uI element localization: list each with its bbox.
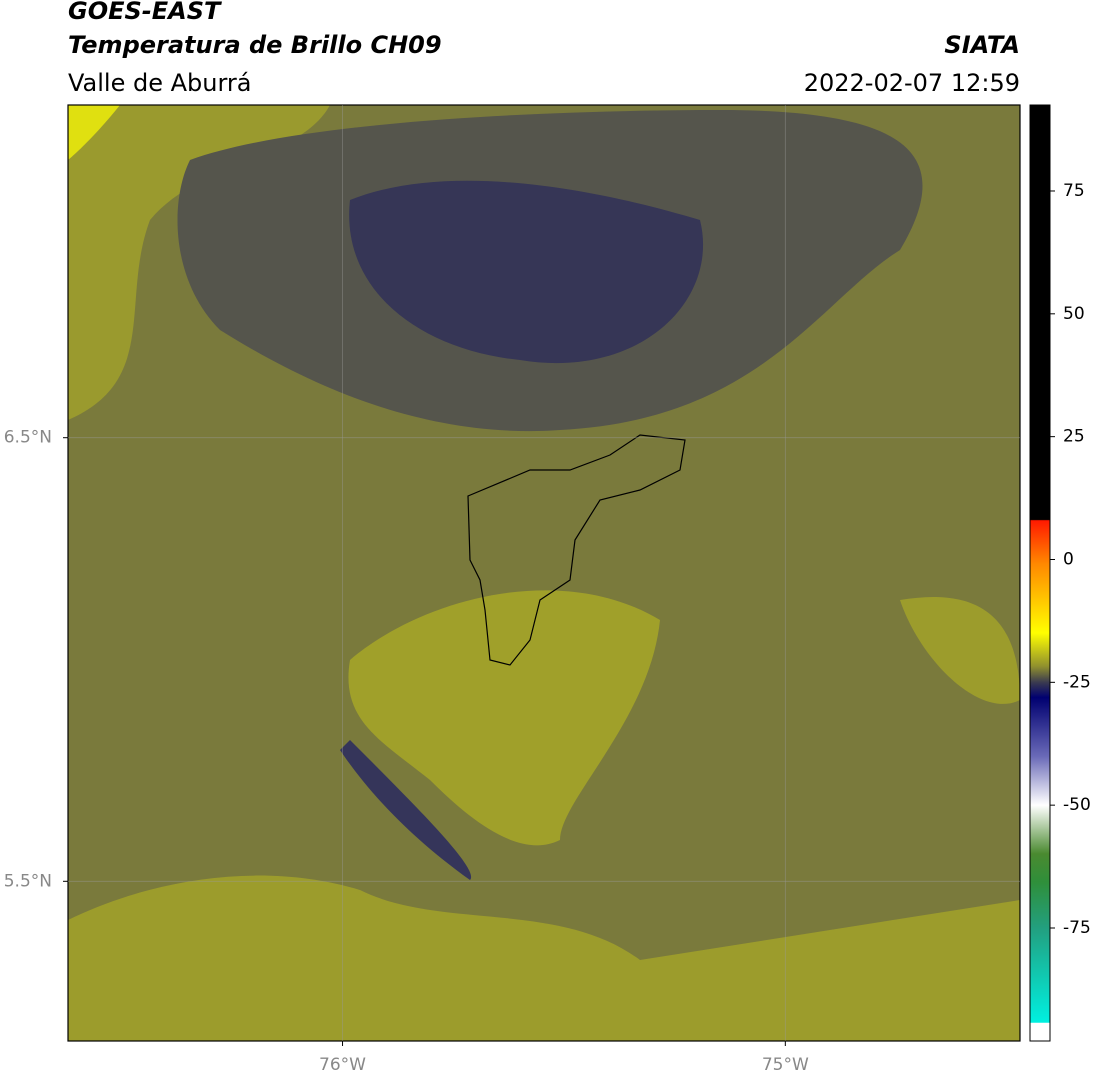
subtitle: Temperatura de Brillo CH09 — [68, 31, 442, 59]
map-frame — [67, 104, 1021, 1042]
colorbar-tick-label: 75 — [1063, 181, 1085, 201]
map-field — [68, 105, 1020, 1041]
colorbar-tick-label: 50 — [1063, 304, 1085, 324]
colorbar-tick-label: 0 — [1063, 549, 1074, 569]
source: SIATA — [944, 31, 1020, 59]
colorbar — [1029, 104, 1051, 1042]
lat-tick-label: 6.5°N — [4, 428, 52, 448]
lon-tick-label: 75°W — [762, 1055, 809, 1075]
lat-tick-label: 5.5°N — [4, 871, 52, 891]
colorbar-tick-label: -50 — [1063, 795, 1091, 815]
datetime: 2022-02-07 12:59 — [804, 69, 1020, 97]
colorbar-tick-label: -75 — [1063, 918, 1091, 938]
lon-tick-label: 76°W — [319, 1055, 366, 1075]
colorbar-tick-label: 25 — [1063, 427, 1085, 447]
title: GOES-EAST — [68, 0, 222, 25]
colorbar-tick-label: -25 — [1063, 672, 1091, 692]
region: Valle de Aburrá — [68, 69, 252, 97]
